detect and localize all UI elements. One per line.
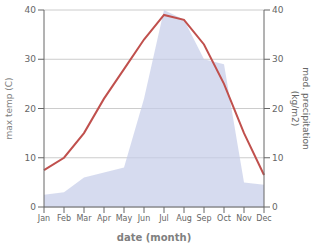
svg-text:30: 30: [25, 54, 37, 64]
svg-text:med. precipitation(kg/m2): med. precipitation(kg/m2): [290, 67, 311, 149]
svg-text:Dec: Dec: [256, 214, 271, 223]
svg-text:Jun: Jun: [137, 214, 151, 223]
svg-text:Apr: Apr: [97, 214, 112, 223]
svg-text:0: 0: [30, 202, 36, 212]
svg-text:10: 10: [25, 153, 37, 163]
svg-text:date (month): date (month): [117, 232, 191, 243]
svg-text:20: 20: [25, 104, 37, 114]
svg-text:10: 10: [272, 153, 284, 163]
svg-text:Oct: Oct: [217, 214, 231, 223]
svg-text:Jul: Jul: [158, 214, 169, 223]
svg-text:Mar: Mar: [76, 214, 92, 223]
svg-text:max temp (C): max temp (C): [8, 77, 14, 139]
svg-text:20: 20: [272, 104, 284, 114]
svg-text:30: 30: [272, 54, 284, 64]
svg-text:Sep: Sep: [196, 214, 211, 223]
svg-text:Aug: Aug: [176, 214, 192, 223]
svg-text:May: May: [116, 214, 133, 223]
svg-text:Feb: Feb: [57, 214, 71, 223]
svg-text:40: 40: [25, 5, 37, 15]
svg-text:0: 0: [272, 202, 278, 212]
svg-text:40: 40: [272, 5, 284, 15]
svg-text:Nov: Nov: [236, 214, 252, 223]
svg-text:Jan: Jan: [37, 214, 50, 223]
